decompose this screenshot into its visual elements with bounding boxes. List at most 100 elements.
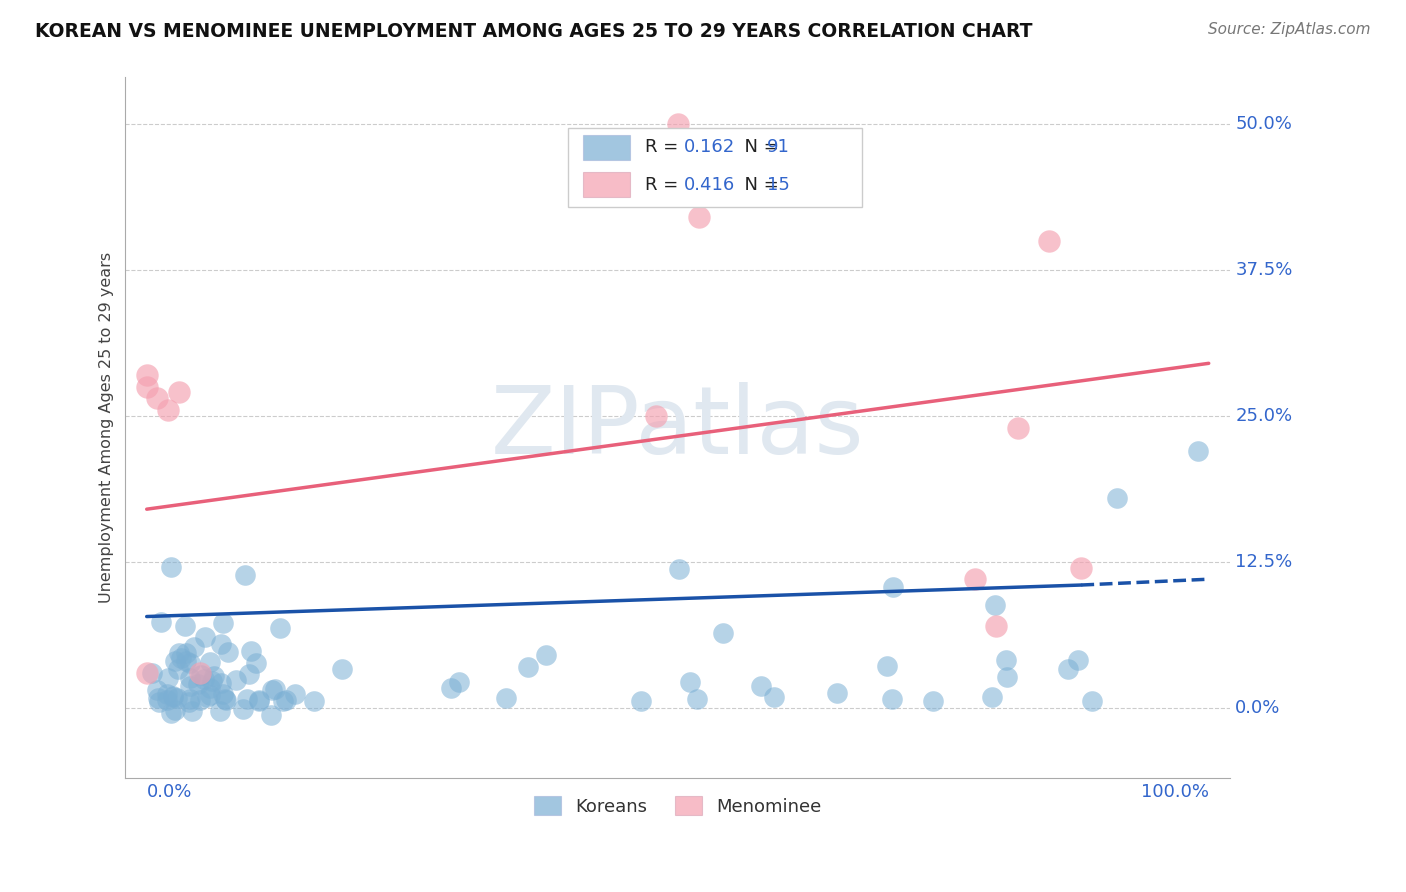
- Point: [666, 117, 689, 131]
- Point: [181, 704, 204, 718]
- Point: [273, 694, 295, 708]
- Point: [983, 599, 1005, 613]
- Point: [160, 706, 183, 720]
- Point: [259, 708, 281, 723]
- Text: KOREAN VS MENOMINEE UNEMPLOYMENT AMONG AGES 25 TO 29 YEARS CORRELATION CHART: KOREAN VS MENOMINEE UNEMPLOYMENT AMONG A…: [35, 22, 1032, 41]
- Point: [247, 693, 270, 707]
- Point: [156, 403, 179, 417]
- Text: 91: 91: [766, 138, 790, 156]
- Point: [135, 368, 157, 382]
- Point: [166, 691, 188, 706]
- Point: [284, 688, 307, 702]
- Text: 25.0%: 25.0%: [1236, 407, 1292, 425]
- Point: [135, 379, 157, 393]
- Point: [922, 693, 945, 707]
- Text: 37.5%: 37.5%: [1236, 261, 1292, 279]
- Text: 12.5%: 12.5%: [1236, 553, 1292, 571]
- Point: [995, 670, 1018, 684]
- Text: N =: N =: [733, 176, 785, 194]
- Text: 0.0%: 0.0%: [1236, 698, 1281, 716]
- Point: [167, 646, 190, 660]
- Point: [1056, 663, 1078, 677]
- Point: [668, 562, 690, 576]
- Point: [233, 568, 256, 582]
- Text: 0.416: 0.416: [683, 176, 735, 194]
- Text: ZIPatlas: ZIPatlas: [491, 382, 865, 474]
- Point: [173, 618, 195, 632]
- Point: [688, 211, 710, 225]
- Point: [235, 691, 257, 706]
- Point: [188, 665, 211, 680]
- Point: [188, 693, 211, 707]
- Point: [212, 615, 235, 630]
- Point: [179, 692, 201, 706]
- Point: [274, 693, 297, 707]
- Point: [965, 572, 987, 586]
- Point: [1067, 653, 1090, 667]
- Point: [980, 690, 1002, 705]
- Text: R =: R =: [644, 176, 683, 194]
- Point: [630, 694, 652, 708]
- Point: [179, 679, 201, 693]
- Point: [169, 650, 191, 665]
- Point: [217, 645, 239, 659]
- Point: [179, 671, 201, 685]
- Point: [440, 681, 463, 696]
- Point: [534, 648, 557, 662]
- Point: [141, 666, 163, 681]
- Text: N =: N =: [733, 138, 785, 156]
- Point: [162, 689, 184, 703]
- Point: [146, 690, 169, 705]
- Text: 100.0%: 100.0%: [1140, 783, 1209, 801]
- Point: [157, 672, 180, 686]
- Point: [686, 691, 709, 706]
- Legend: Koreans, Menominee: Koreans, Menominee: [524, 787, 831, 824]
- Point: [209, 675, 232, 690]
- Point: [302, 694, 325, 708]
- Point: [986, 619, 1008, 633]
- Point: [149, 615, 172, 630]
- Point: [183, 640, 205, 654]
- Point: [749, 679, 772, 693]
- Point: [135, 665, 157, 680]
- Point: [1070, 560, 1092, 574]
- Point: [165, 654, 187, 668]
- Point: [264, 681, 287, 696]
- Point: [876, 658, 898, 673]
- Point: [269, 621, 291, 635]
- Point: [882, 580, 904, 594]
- Point: [711, 626, 734, 640]
- Point: [194, 630, 217, 644]
- Point: [146, 683, 169, 698]
- Point: [245, 656, 267, 670]
- Point: [176, 654, 198, 668]
- Point: [517, 659, 540, 673]
- Text: 0.162: 0.162: [683, 138, 735, 156]
- Point: [1038, 234, 1060, 248]
- Point: [679, 674, 702, 689]
- Point: [187, 677, 209, 691]
- Point: [225, 673, 247, 688]
- Point: [215, 693, 238, 707]
- Point: [202, 668, 225, 682]
- Point: [193, 673, 215, 687]
- Point: [179, 695, 201, 709]
- Point: [190, 668, 212, 682]
- Point: [176, 646, 198, 660]
- Point: [1007, 420, 1029, 434]
- Point: [247, 693, 270, 707]
- Point: [160, 560, 183, 574]
- Text: Source: ZipAtlas.com: Source: ZipAtlas.com: [1208, 22, 1371, 37]
- Point: [995, 652, 1018, 666]
- Point: [239, 643, 262, 657]
- Point: [238, 667, 260, 681]
- Point: [195, 690, 218, 705]
- Point: [167, 662, 190, 676]
- Point: [232, 702, 254, 716]
- Point: [262, 682, 284, 697]
- Point: [200, 681, 222, 696]
- Point: [200, 655, 222, 669]
- Point: [1105, 491, 1128, 505]
- Point: [825, 686, 848, 700]
- Text: R =: R =: [644, 138, 683, 156]
